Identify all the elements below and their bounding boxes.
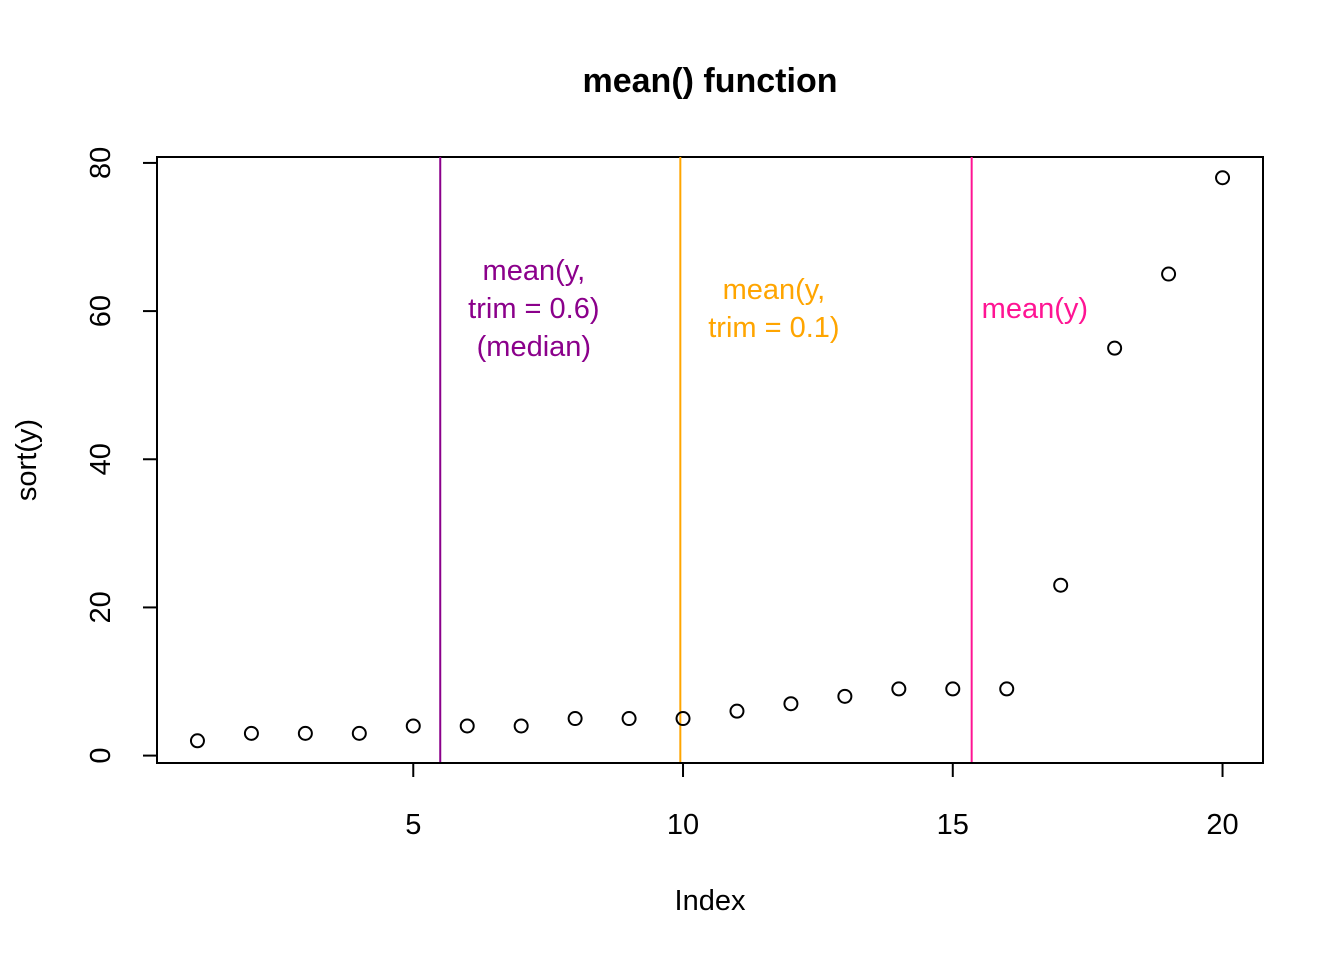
- data-point: [459, 718, 475, 734]
- chart-title: mean() function: [583, 62, 838, 100]
- data-point: [405, 718, 421, 734]
- reference-line-label: mean(y,: [483, 255, 586, 287]
- x-tick-label: 20: [1206, 809, 1238, 841]
- data-point: [891, 681, 907, 697]
- reference-line-label: trim = 0.1): [708, 312, 839, 344]
- data-point: [297, 725, 313, 741]
- reference-line-label: (median): [477, 331, 591, 363]
- y-axis: 0 20 40 60 80: [85, 147, 158, 764]
- reference-line-label: mean(y): [982, 293, 1088, 325]
- plot-area-frame: [156, 156, 1264, 764]
- data-point: [1053, 577, 1069, 593]
- data-point: [513, 718, 529, 734]
- data-point: [351, 725, 367, 741]
- y-tick-label: 0: [85, 748, 117, 764]
- data-point: [567, 711, 583, 727]
- data-points: [189, 170, 1231, 749]
- data-point: [837, 688, 853, 704]
- x-tick-label: 5: [405, 809, 421, 841]
- data-point: [1161, 266, 1177, 282]
- data-point: [675, 711, 691, 727]
- data-point: [945, 681, 961, 697]
- y-tick-label: 20: [85, 591, 117, 623]
- data-point: [729, 703, 745, 719]
- x-tick-label: 10: [667, 809, 699, 841]
- x-tick-label: 15: [937, 809, 969, 841]
- x-axis: 5 10 15 20: [405, 762, 1239, 841]
- data-point: [621, 711, 637, 727]
- x-axis-label: Index: [675, 885, 746, 917]
- data-point: [783, 696, 799, 712]
- reference-lines: mean(y, trim = 0.6) (median) mean(y, trim = …: [439, 157, 1088, 763]
- data-point: [999, 681, 1015, 697]
- reference-line-label: trim = 0.6): [468, 293, 599, 325]
- y-tick-label: 60: [85, 295, 117, 327]
- y-tick-label: 80: [85, 147, 117, 179]
- y-axis-label: sort(y): [11, 419, 43, 501]
- reference-line-label: mean(y,: [723, 274, 826, 306]
- data-point: [1215, 170, 1231, 186]
- data-point: [189, 733, 205, 749]
- y-tick-label: 40: [85, 443, 117, 475]
- data-point: [243, 725, 259, 741]
- data-point: [1107, 340, 1123, 356]
